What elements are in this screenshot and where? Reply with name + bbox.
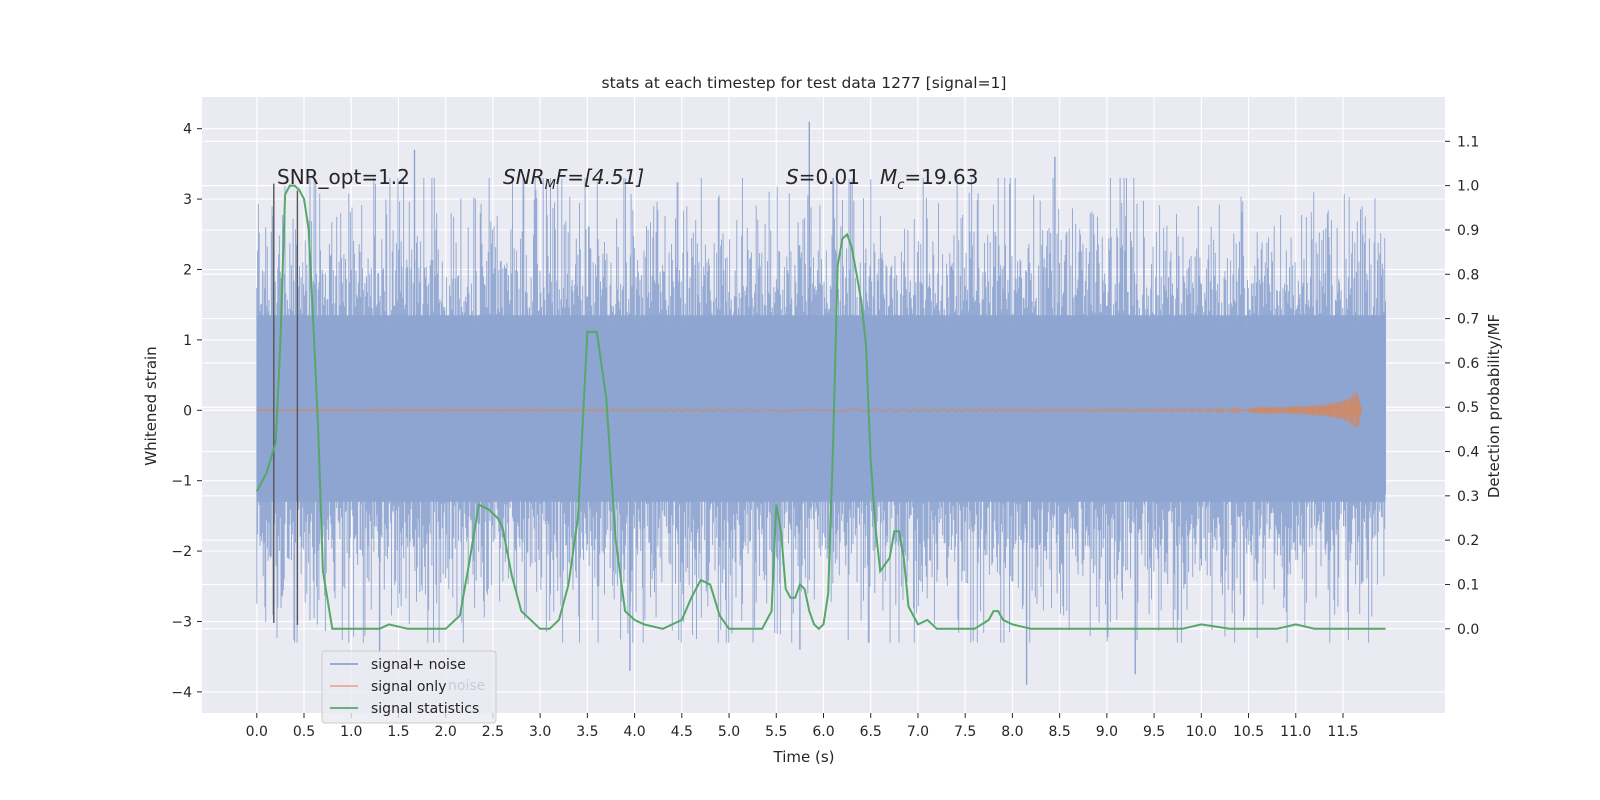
x-tick-label: 1.5: [387, 724, 409, 740]
x-tick-label: 7.5: [954, 724, 976, 740]
annotation-mc-value: =19.63: [904, 165, 978, 189]
annotation-snr-mf-subscript: M: [545, 178, 556, 193]
annotation-mc-subscript: c: [897, 178, 904, 193]
y-tick-label: 1: [183, 333, 192, 349]
y2-tick-label: 0.5: [1457, 400, 1479, 416]
signal-statistics-line: [255, 184, 1386, 631]
y2-tick-label: 0.9: [1457, 223, 1479, 239]
x-tick-label: 2.5: [482, 724, 504, 740]
y-tick-label: 4: [183, 122, 192, 138]
x-tick-label: 8.0: [1001, 724, 1023, 740]
annotation-s-symbol: S: [786, 165, 799, 189]
x-tick-label: 2.0: [435, 724, 457, 740]
legend: noise signal+ noise signal only signal s…: [321, 650, 497, 724]
y-axis-ticks: 4 3 2 1 0 −1 −2 −3 −4: [171, 122, 202, 701]
y2-tick-label: 1.1: [1457, 134, 1479, 150]
annotation-mc-symbol: M: [880, 165, 897, 189]
y2-axis-label: Detection probability/MF: [1485, 314, 1503, 498]
legend-label-signal-only: signal only: [371, 679, 446, 695]
annotation-mc: Mc=19.63: [880, 165, 978, 193]
x-tick-label: 0.5: [293, 724, 315, 740]
x-tick-label: 0.0: [246, 724, 268, 740]
x-tick-label: 9.0: [1096, 724, 1118, 740]
y-tick-label: −1: [171, 474, 192, 490]
x-tick-label: 8.5: [1048, 724, 1070, 740]
x-tick-label: 10.0: [1186, 724, 1217, 740]
x-tick-label: 3.5: [576, 724, 598, 740]
y2-tick-label: 0.1: [1457, 577, 1479, 593]
y-tick-label: 2: [183, 262, 192, 278]
x-tick-label: 4.5: [671, 724, 693, 740]
noise-peaks: [378, 121, 1136, 685]
y-tick-label: 3: [183, 192, 192, 208]
x-tick-label: 5.5: [765, 724, 787, 740]
y2-axis-ticks: 1.1 1.0 0.9 0.8 0.7 0.6 0.5 0.4 0.3 0.2 0.1 0.0: [1445, 134, 1479, 638]
y-tick-label: 0: [183, 403, 192, 419]
x-axis-ticks: 0.0 0.5 1.0 1.5 2.0 2.5 3.0 3.5 4.0 4.5 5.0 5.5 6.0 6…: [246, 713, 1359, 740]
chart-title: stats at each timestep for test data 127…: [602, 74, 1007, 92]
y2-tick-label: 0.7: [1457, 312, 1479, 328]
signal-only-line: [256, 394, 1363, 426]
y2-tick-label: 0.4: [1457, 445, 1479, 461]
legend-label-signal-noise: signal+ noise: [371, 657, 466, 673]
legend-box: [321, 650, 497, 724]
y2-tick-label: 0.3: [1457, 489, 1479, 505]
annotation-snr-mf-symbol: SNR: [503, 165, 545, 189]
annotation-snr-mf: SNRMF=[4.51]: [503, 165, 644, 193]
y-tick-label: −2: [171, 544, 192, 560]
y2-tick-label: 0.2: [1457, 533, 1479, 549]
signal-only-envelope: [1248, 391, 1362, 429]
series-signal-only: [256, 391, 1363, 429]
y2-tick-label: 0.0: [1457, 622, 1479, 638]
marker-lines: [273, 183, 299, 625]
x-tick-label: 4.0: [623, 724, 645, 740]
x-tick-label: 6.0: [812, 724, 834, 740]
y2-tick-label: 0.8: [1457, 267, 1479, 283]
x-tick-label: 11.0: [1280, 724, 1311, 740]
y2-tick-label: 1.0: [1457, 179, 1479, 195]
x-tick-label: 7.0: [907, 724, 929, 740]
annotation-snr-opt: SNR_opt=1.2: [277, 165, 410, 189]
x-tick-label: 11.5: [1327, 724, 1358, 740]
annotation-snr-mf-value: F=[4.51]: [556, 165, 644, 189]
x-axis-label: Time (s): [773, 748, 835, 766]
x-tick-label: 9.5: [1143, 724, 1165, 740]
y2-tick-label: 0.6: [1457, 356, 1479, 372]
x-tick-label: 10.5: [1233, 724, 1264, 740]
annotation-s: S=0.01: [786, 165, 860, 189]
x-tick-label: 5.0: [718, 724, 740, 740]
y-tick-label: −3: [171, 614, 192, 630]
noise-trace: [256, 178, 1386, 643]
annotation-s-value: =0.01: [799, 165, 860, 189]
legend-label-signal-statistics: signal statistics: [371, 701, 479, 717]
y-tick-label: −4: [171, 685, 192, 701]
legend-ghost-text: noise: [448, 678, 485, 694]
series-signal-statistics: [255, 184, 1386, 631]
x-tick-label: 3.0: [529, 724, 551, 740]
y-axis-label: Whitened strain: [142, 346, 160, 465]
x-tick-label: 1.0: [340, 724, 362, 740]
x-tick-label: 6.5: [860, 724, 882, 740]
